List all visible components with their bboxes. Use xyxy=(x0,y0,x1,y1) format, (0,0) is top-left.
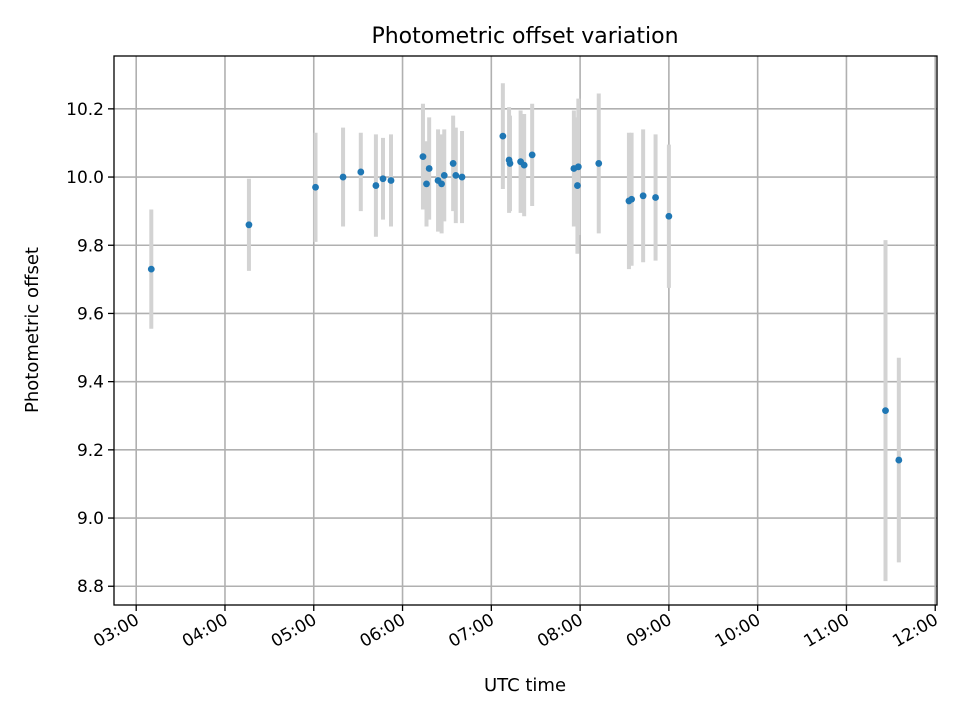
data-point xyxy=(528,151,536,159)
data-point xyxy=(499,132,507,140)
data-point xyxy=(245,221,253,229)
chart-title: Photometric offset variation xyxy=(371,24,678,49)
y-tick-label: 9.8 xyxy=(77,236,104,256)
y-axis-ticks: 8.8 9.0 9.2 9.4 9.6 9.8 10.0 10.2 xyxy=(66,100,114,597)
data-point xyxy=(452,171,460,179)
data-point xyxy=(357,168,365,176)
data-point xyxy=(595,160,603,167)
data-point xyxy=(419,153,427,160)
x-axis-label: UTC time xyxy=(484,675,566,696)
y-tick-label: 10.2 xyxy=(66,100,104,120)
data-point xyxy=(440,171,448,179)
y-tick-label: 10.0 xyxy=(66,168,104,188)
data-point xyxy=(882,407,889,415)
data-point xyxy=(639,192,647,200)
data-point xyxy=(506,160,514,167)
plot-frame xyxy=(113,55,938,606)
y-tick-label: 9.6 xyxy=(77,304,104,324)
y-tick-label: 9.0 xyxy=(77,509,104,529)
data-point xyxy=(458,173,466,181)
y-tick-label: 8.8 xyxy=(77,577,104,597)
data-point xyxy=(379,175,387,183)
data-point xyxy=(665,212,673,220)
data-point xyxy=(438,180,446,188)
data-point xyxy=(147,265,155,273)
data-point xyxy=(449,160,457,167)
data-point xyxy=(652,194,659,201)
data-point xyxy=(628,195,635,203)
data-point xyxy=(423,180,430,188)
data-point xyxy=(312,183,319,191)
data-point xyxy=(387,177,395,184)
y-tick-label: 9.2 xyxy=(77,441,104,461)
data-point xyxy=(574,163,582,171)
data-points xyxy=(147,132,903,464)
data-point xyxy=(574,182,581,189)
data-point xyxy=(425,165,433,172)
data-point xyxy=(339,173,347,181)
y-axis-label: Photometric offset xyxy=(22,247,43,413)
data-point xyxy=(520,161,528,169)
y-tick-label: 9.4 xyxy=(77,373,104,393)
data-point xyxy=(895,456,903,464)
data-point xyxy=(372,182,380,189)
